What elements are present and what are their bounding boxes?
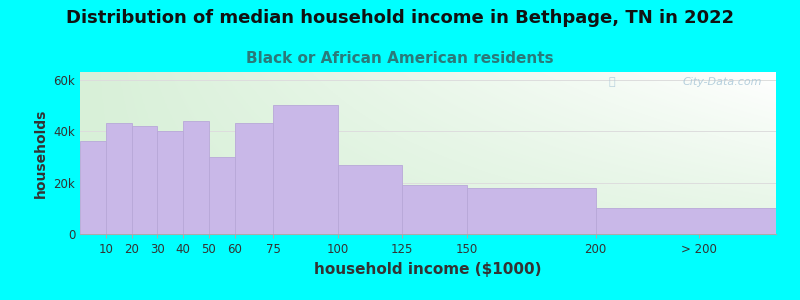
Bar	[158, 131, 183, 234]
Text: Distribution of median household income in Bethpage, TN in 2022: Distribution of median household income …	[66, 9, 734, 27]
Bar	[183, 121, 209, 234]
Bar	[274, 105, 338, 234]
Text: City-Data.com: City-Data.com	[682, 77, 762, 87]
Bar	[131, 126, 158, 234]
Text: ⓘ: ⓘ	[609, 77, 615, 87]
Bar	[402, 185, 466, 234]
Bar	[338, 165, 402, 234]
Bar	[234, 123, 274, 234]
Bar	[209, 157, 234, 234]
Bar	[466, 188, 595, 234]
Bar	[106, 123, 131, 234]
Bar	[80, 141, 106, 234]
X-axis label: household income ($1000): household income ($1000)	[314, 262, 542, 277]
Text: Black or African American residents: Black or African American residents	[246, 51, 554, 66]
Y-axis label: households: households	[34, 108, 48, 198]
Bar	[595, 208, 776, 234]
